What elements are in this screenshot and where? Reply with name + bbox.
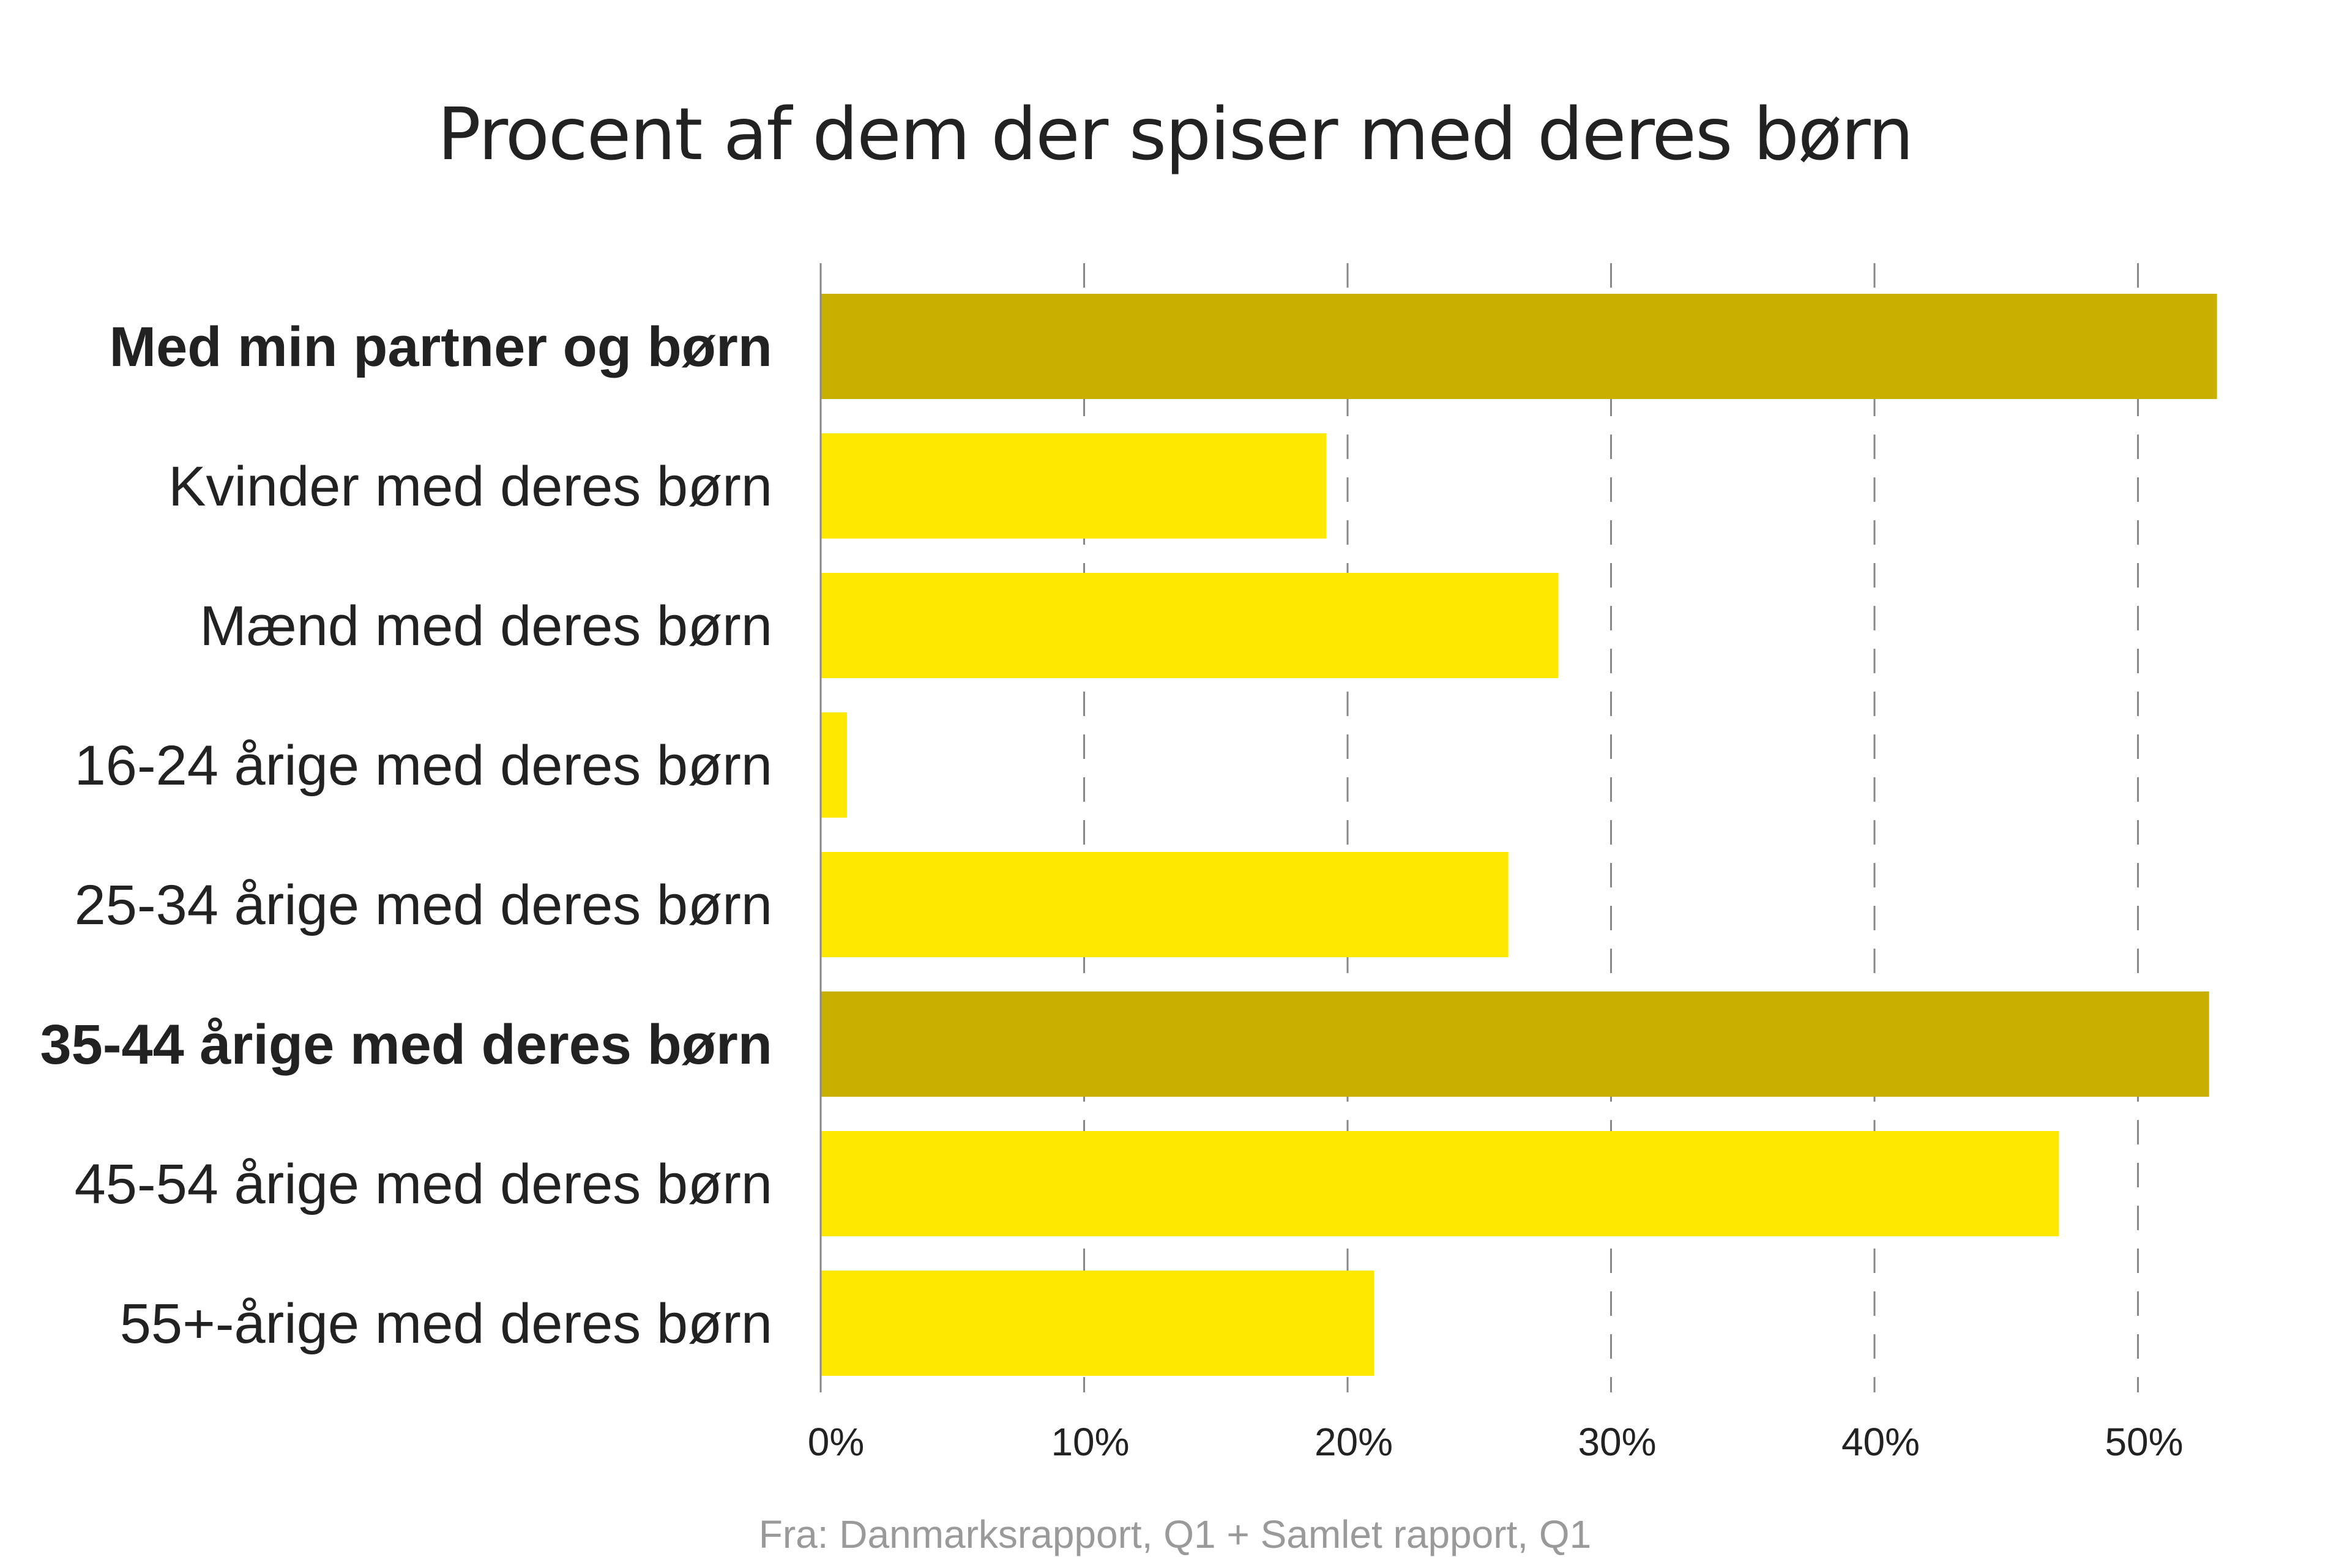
x-tick-label: 10% [1051, 1420, 1129, 1464]
bar [821, 991, 2209, 1097]
chart-title: Procent af dem der spiser med deres børn [437, 92, 1914, 176]
bar [821, 1271, 1375, 1376]
x-tick-label: 0% [808, 1420, 865, 1464]
x-tick-label: 40% [1841, 1420, 1920, 1464]
x-tick-label: 30% [1578, 1420, 1656, 1464]
bar [821, 1131, 2059, 1236]
category-label: 45-54 årige med deres børn [75, 1153, 772, 1215]
bar [821, 433, 1327, 539]
category-label: 25-34 årige med deres børn [75, 874, 772, 936]
bar [821, 712, 848, 818]
x-tick-label: 50% [2105, 1420, 2183, 1464]
x-tick-label: 20% [1315, 1420, 1393, 1464]
category-label: 55+-årige med deres børn [120, 1293, 772, 1355]
bar [821, 294, 2217, 399]
bar [821, 573, 1559, 678]
category-label: 16-24 årige med deres børn [75, 734, 772, 797]
category-label: Med min partner og børn [109, 316, 772, 378]
bar [821, 852, 1509, 957]
category-label: Mænd med deres børn [200, 595, 772, 657]
category-label: Kvinder med deres børn [168, 455, 772, 518]
source-note: Fra: Danmarksrapport, Q1 + Samlet rappor… [758, 1512, 1592, 1556]
category-label: 35-44 årige med deres børn [40, 1014, 773, 1076]
